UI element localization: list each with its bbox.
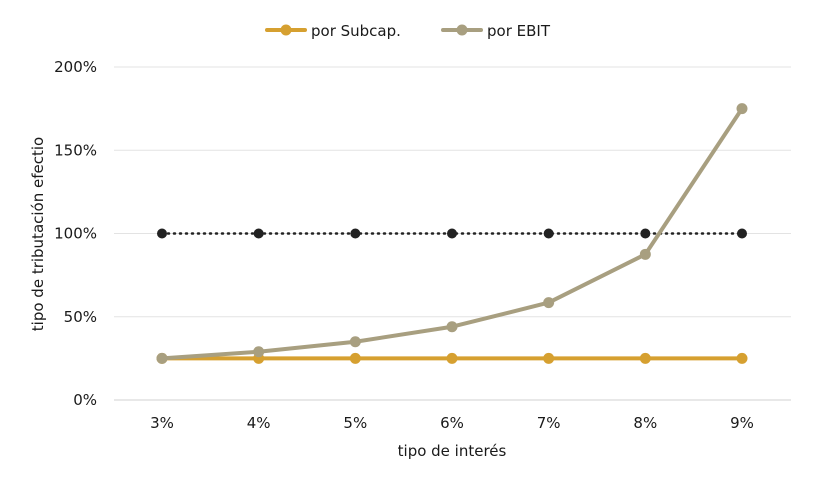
series-layer (156, 103, 748, 364)
y-tick-label: 100% (54, 225, 97, 243)
data-point (446, 352, 458, 364)
data-point (639, 248, 651, 260)
data-point (447, 228, 457, 239)
data-point (639, 352, 651, 364)
legend-marker-subcap (280, 24, 292, 36)
data-point (446, 321, 458, 333)
y-axis-title: tipo de tributación efectio (29, 137, 47, 331)
data-point (157, 228, 167, 239)
x-tick-label: 9% (730, 414, 754, 432)
x-tick-label: 5% (343, 414, 367, 432)
data-point (640, 228, 651, 239)
x-tick-label: 3% (150, 414, 174, 432)
series-1 (156, 103, 748, 364)
y-axis-ticks: 0% 50% 100% 150% 200% (54, 58, 97, 409)
legend-label-ebit: por EBIT (487, 22, 551, 40)
data-point (543, 297, 555, 309)
x-axis-title: tipo de interés (398, 442, 507, 460)
x-tick-label: 4% (247, 414, 271, 432)
legend-item-por-ebit: por EBIT (441, 22, 551, 40)
data-point (737, 228, 747, 239)
data-point (543, 352, 555, 364)
x-tick-label: 8% (633, 414, 657, 432)
data-point (350, 228, 361, 239)
data-point (736, 352, 748, 364)
data-point (736, 103, 748, 115)
legend-item-por-subcap: por Subcap. (265, 22, 401, 40)
legend-label-subcap: por Subcap. (311, 22, 401, 40)
x-axis-ticks: 3% 4% 5% 6% 7% 8% 9% (150, 414, 754, 432)
legend-marker-ebit (456, 24, 468, 36)
legend: por Subcap. por EBIT (265, 22, 551, 40)
series-2 (157, 228, 747, 239)
x-tick-label: 6% (440, 414, 464, 432)
y-tick-label: 200% (54, 58, 97, 76)
data-point (253, 346, 265, 358)
y-tick-label: 0% (73, 391, 97, 409)
data-point (543, 228, 554, 239)
y-tick-label: 150% (54, 141, 97, 159)
data-point (349, 352, 361, 364)
data-point (349, 336, 361, 348)
x-tick-label: 7% (537, 414, 561, 432)
y-tick-label: 50% (64, 308, 97, 326)
data-point (253, 228, 264, 239)
data-point (156, 352, 168, 364)
